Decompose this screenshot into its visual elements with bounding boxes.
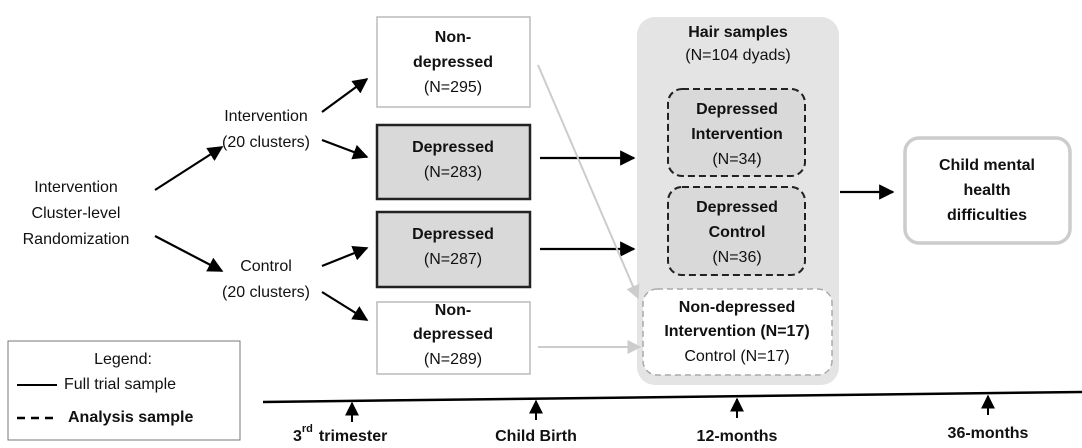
- timeline-text: trimester: [319, 428, 387, 445]
- outcome-label: Child mental: [939, 157, 1035, 174]
- group-box: [376, 301, 531, 375]
- timeline-label: 3rd trimester: [293, 423, 387, 445]
- group-count: (N=287): [424, 251, 482, 268]
- group-count: (N=283): [424, 164, 482, 181]
- group-label: Non-: [435, 29, 471, 46]
- subgroup-label: Control: [709, 224, 766, 241]
- subgroup-box: [667, 186, 806, 276]
- arm-clusters: (20 clusters): [222, 284, 310, 301]
- group-count: (N=295): [424, 79, 482, 96]
- arm-name: Control: [240, 258, 292, 275]
- legend-box: [7, 340, 241, 441]
- subgroup-label: Depressed: [696, 199, 778, 216]
- arrows: [154, 78, 895, 321]
- group-count: (N=289): [424, 351, 482, 368]
- group-box: [375, 210, 532, 289]
- timeline-label: 36-months: [948, 425, 1029, 442]
- arm-name: Intervention: [224, 108, 308, 125]
- group-label: depressed: [413, 326, 493, 343]
- legend-solid-label: Full trial sample: [64, 376, 176, 393]
- randomization: Randomization: [23, 231, 130, 248]
- timeline-label: Child Birth: [495, 428, 577, 445]
- arm-clusters: (20 clusters): [222, 134, 310, 151]
- legend-dashed-label: Analysis sample: [68, 409, 194, 426]
- grey-arrows: [537, 64, 642, 354]
- group-label: Depressed: [412, 226, 494, 243]
- subgroup-box: [642, 288, 833, 376]
- hair-count: (N=104 dyads): [685, 47, 790, 64]
- hair-title: Hair samples: [688, 24, 788, 41]
- outcome-box: [903, 136, 1072, 245]
- group-label: Non-: [435, 302, 471, 319]
- timeline-ticks: [345, 394, 995, 422]
- group-box: [375, 123, 532, 201]
- randomization: Cluster-level: [32, 205, 121, 222]
- outcome-label: difficulties: [947, 207, 1027, 224]
- subgroup-label: Intervention: [691, 126, 783, 143]
- group-box: [376, 16, 531, 108]
- subgroup-count: (N=34): [712, 151, 761, 168]
- timeline-suffix: rd: [302, 423, 313, 435]
- outcome-label: health: [963, 182, 1010, 199]
- subgroup-box: [667, 88, 806, 177]
- timeline-number: 3: [293, 428, 302, 445]
- timeline: [262, 390, 1082, 404]
- timeline-label: 12-months: [697, 428, 778, 445]
- group-label: Depressed: [412, 139, 494, 156]
- subgroup-count: Control (N=17): [684, 348, 789, 365]
- subgroup-label: Non-depressed: [679, 299, 795, 316]
- subgroup-count: (N=36): [712, 249, 761, 266]
- subgroup-label: Intervention (N=17): [664, 323, 809, 340]
- legend-title: Legend:: [94, 351, 152, 368]
- randomization: Intervention: [34, 179, 118, 196]
- subgroup-label: Depressed: [696, 101, 778, 118]
- group-label: depressed: [413, 54, 493, 71]
